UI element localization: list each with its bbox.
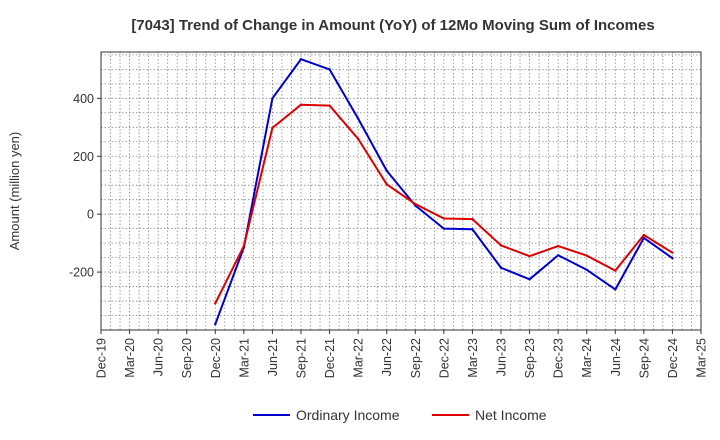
x-tick-label: Sep-20 [180,338,194,378]
x-tick-label: Mar-24 [580,338,594,378]
data-point-ordinary-income [442,227,446,230]
legend-label-net-income: Net Income [475,407,547,423]
data-point-net-income [385,183,388,186]
x-tick-label: Dec-21 [323,338,337,378]
data-point-net-income [471,217,474,221]
data-point-net-income [671,251,674,254]
y-tick-label: 0 [87,208,94,222]
x-tick-label: Dec-24 [666,338,680,378]
y-tick-label: -200 [69,266,94,280]
x-tick-label: Mar-20 [123,338,137,378]
data-point-net-income [356,137,360,141]
data-point-net-income [299,103,303,106]
data-point-net-income [528,254,531,258]
data-point-net-income [556,244,560,248]
data-point-net-income [614,269,617,272]
data-point-net-income [242,244,246,248]
data-point-ordinary-income [471,228,474,231]
x-tick-label: Jun-24 [609,338,623,376]
plot-frame [100,51,702,331]
x-tick-label: Dec-22 [437,338,451,378]
data-point-net-income [442,217,446,220]
x-tick-label: Mar-23 [466,338,480,378]
data-point-ordinary-income [556,254,560,257]
y-axis-label: Amount (million yen) [7,132,22,251]
data-point-ordinary-income [499,266,503,269]
chart-title: [7043] Trend of Change in Amount (YoY) o… [131,17,654,34]
data-point-net-income [642,233,646,237]
legend: Ordinary Income Net Income [253,407,547,423]
legend-label-ordinary-income: Ordinary Income [296,407,400,423]
data-point-net-income [414,202,417,206]
data-point-ordinary-income [356,117,360,120]
x-tick-label: Dec-23 [552,338,566,378]
y-tick-label: 400 [73,92,94,106]
data-point-ordinary-income [271,97,274,100]
x-tick-label: Jun-20 [152,338,166,376]
x-tick-label: Dec-20 [209,338,223,378]
x-tick-label: Jun-21 [266,338,280,376]
data-point-ordinary-income [328,68,331,71]
data-point-net-income [328,104,331,107]
x-tick-label: Mar-22 [352,338,366,378]
data-point-net-income [214,302,217,305]
data-point-ordinary-income [528,278,531,281]
data-point-ordinary-income [585,268,588,271]
x-tick-label: Sep-21 [295,338,309,378]
x-tick-label: Sep-24 [637,338,651,378]
data-point-ordinary-income [214,323,217,326]
x-tick-label: Mar-21 [237,338,251,378]
x-tick-label: Sep-23 [523,338,537,378]
plot-background [101,52,701,330]
data-point-ordinary-income [385,169,388,172]
x-tick-label: Mar-25 [695,338,709,378]
data-point-ordinary-income [299,58,303,61]
x-tick-label: Dec-19 [95,338,109,378]
data-point-net-income [585,254,588,257]
data-point-ordinary-income [614,288,617,291]
x-tick-label: Jun-23 [495,338,509,376]
data-point-net-income [499,244,503,247]
y-tick-label: 200 [73,150,94,164]
data-point-net-income [271,126,274,130]
x-tick-label: Jun-22 [380,338,394,376]
x-tick-label: Sep-22 [409,338,423,378]
data-point-ordinary-income [671,256,674,260]
plot-area: 400 200 0 -200 Dec-19 Mar-20 Jun-20 Sep-20 Dec-2… [69,51,709,378]
